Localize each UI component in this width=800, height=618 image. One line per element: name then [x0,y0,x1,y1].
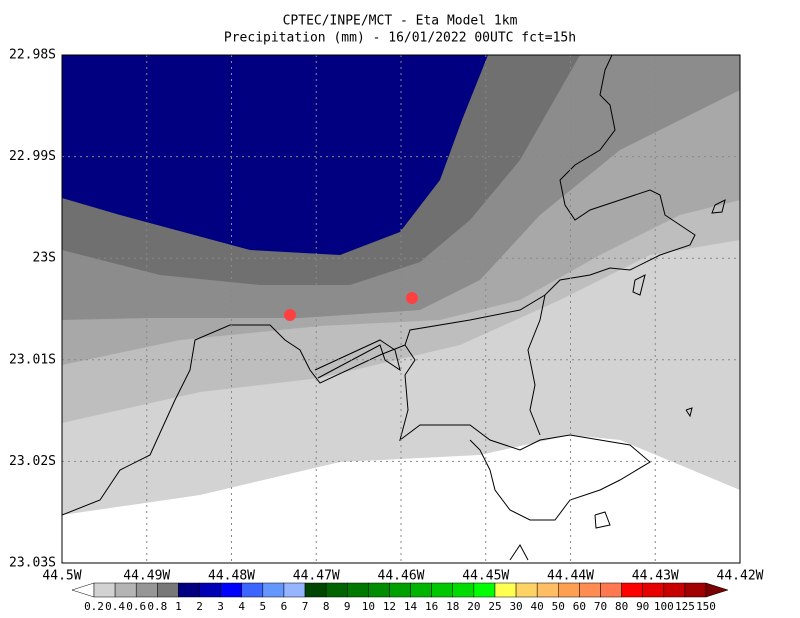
colorbar-label: 7 [302,600,309,613]
station-marker [284,309,296,321]
colorbar-box [494,582,517,598]
colorbar-label: 3 [217,600,224,613]
colorbar-end [705,582,729,598]
x-tick-label: 44.43W [632,569,679,584]
colorbar-label: 14 [404,600,418,613]
x-tick-label: 44.48W [208,569,255,584]
colorbar-label: 60 [573,600,586,613]
colorbar-label: 0.2 [84,600,104,613]
colorbar-label: 30 [509,600,522,613]
x-tick-label: 44.44W [547,569,594,584]
x-tick-label: 44.49W [123,569,170,584]
colorbar-label: 125 [675,600,695,613]
colorbar-label: 50 [552,600,565,613]
colorbar-box [220,582,242,598]
colorbar-label: 9 [344,600,351,613]
colorbar-label: 40 [531,600,544,613]
colorbar-box [621,582,643,598]
colorbar-box [642,582,665,598]
colorbar-label: 80 [615,600,628,613]
colorbar-box [473,582,496,598]
colorbar-box [663,582,686,598]
colorbar-box [558,582,580,598]
colorbar-label: 4 [238,600,245,613]
y-tick-label: 23.02S [9,454,56,469]
colorbar-box [178,582,200,598]
colorbar-label: 12 [383,600,396,613]
colorbar-box [515,582,538,598]
colorbar-box [199,582,221,598]
y-tick-label: 23.01S [9,352,56,367]
colorbar-label: 18 [446,600,459,613]
y-tick-label: 22.98S [9,48,56,63]
colorbar-box [389,582,411,598]
colorbar-label: 0.8 [147,600,167,613]
colorbar-label: 6 [281,600,288,613]
colorbar-box [579,582,601,598]
colorbar-box [283,582,306,598]
subtitle: Precipitation (mm) - 16/01/2022 00UTC fc… [224,31,576,46]
colorbar-box [452,582,475,598]
colorbar-box [600,582,622,598]
colorbar-box [262,582,285,598]
colorbar-box [241,582,264,598]
coastline [62,55,726,561]
colorbar-label: 5 [260,600,267,613]
colorbar: 0.2 0.4 0.6 0.8 1 2 3 4 5 6 7 8 9 10 12 14 16 18 20 25 30 40 5… [71,582,729,613]
colorbar-label: 16 [425,600,438,613]
y-tick-label: 23.03S [9,556,56,571]
colorbar-box [135,582,158,598]
title: CPTEC/INPE/MCT - Eta Model 1km [283,14,518,29]
colorbar-label: 10 [362,600,375,613]
grid [62,55,740,563]
colorbar-label: 2 [196,600,203,613]
colorbar-label: 20 [467,600,480,613]
x-tick-label: 44.45W [462,569,509,584]
colorbar-box [325,582,348,598]
colorbar-label: 90 [636,600,649,613]
y-tick-label: 23S [33,251,56,266]
colorbar-label: 8 [323,600,330,613]
station-marker [406,292,418,304]
colorbar-box [431,582,454,598]
colorbar-label: 1 [175,600,182,613]
x-tick-label: 44.46W [378,569,425,584]
colorbar-box [304,582,327,598]
colorbar-label: 25 [488,600,501,613]
colorbar-box [93,582,116,598]
colorbar-label: 0.6 [126,600,146,613]
plot-frame [61,54,741,564]
colorbar-label: 150 [696,600,716,613]
colorbar-box [684,582,707,598]
colorbar-label: 0.4 [105,600,125,613]
x-tick-label: 44.5W [42,569,81,584]
colorbar-label: 100 [654,600,674,613]
x-tick-label: 44.47W [293,569,340,584]
x-tick-label: 44.42W [717,569,764,584]
colorbar-box [536,582,559,598]
colorbar-box [157,582,179,598]
colorbar-box [114,582,137,598]
y-tick-label: 22.99S [9,149,56,164]
colorbar-end [71,582,95,598]
colorbar-label: 70 [594,600,607,613]
colorbar-box [368,582,390,598]
colorbar-box [346,582,369,598]
colorbar-box [410,582,432,598]
